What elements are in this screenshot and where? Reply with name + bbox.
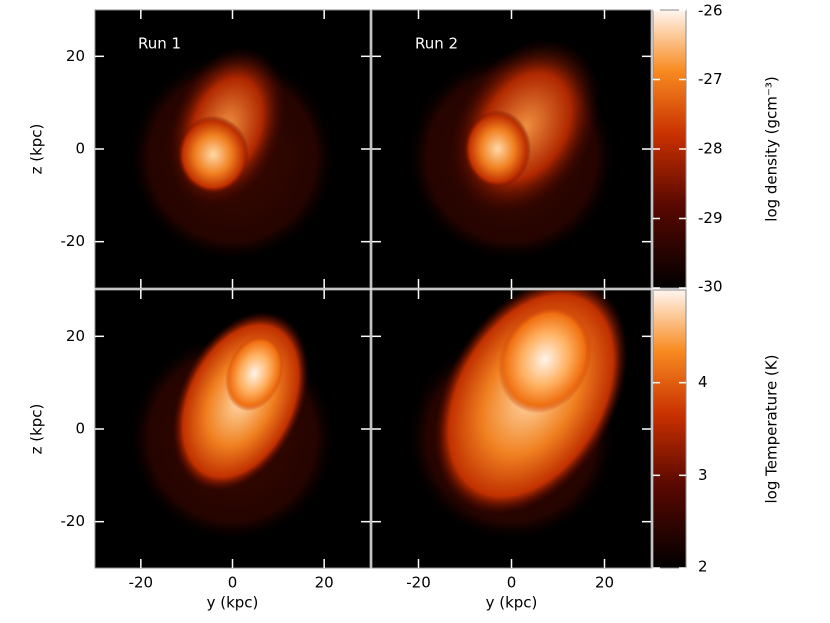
colorbar-tick-label: -30	[698, 278, 723, 296]
x-axis-label: y (kpc)	[207, 594, 259, 612]
gas-structure	[498, 305, 592, 414]
y-tick-label: 0	[75, 420, 85, 438]
y-tick-label: 0	[75, 140, 85, 158]
x-tick-label: 0	[228, 574, 238, 592]
gas-structure	[225, 335, 284, 412]
map	[372, 290, 651, 568]
y-tick-label: 20	[66, 47, 85, 65]
gas-structure	[177, 115, 249, 194]
run-label: Run 2	[415, 35, 458, 53]
y-tick-label: 20	[66, 327, 85, 345]
colorbar-tick-label: -26	[698, 2, 723, 20]
y-tick-label: -20	[61, 232, 86, 250]
map	[95, 290, 370, 568]
y-tick-label: -20	[61, 512, 86, 530]
colorbar-tick-label: -29	[698, 209, 723, 227]
gas-structure	[464, 110, 532, 188]
map	[95, 10, 370, 288]
map	[372, 10, 651, 288]
colorbar	[652, 289, 687, 569]
x-tick-label: 20	[315, 574, 334, 592]
colorbar-tick-label: -28	[698, 140, 723, 158]
x-tick-label: -20	[406, 574, 431, 592]
x-tick-label: 0	[507, 574, 517, 592]
x-tick-label: -20	[129, 574, 154, 592]
colorbar-tick-label: 4	[698, 373, 708, 391]
colorbar-label: log density (gcm⁻³)	[763, 76, 781, 221]
run-label: Run 1	[138, 35, 181, 53]
y-axis-label: z (kpc)	[28, 404, 46, 455]
colorbar-label: log Temperature (K)	[763, 355, 781, 504]
colorbar-tick-label: 2	[698, 558, 708, 576]
x-axis-label: y (kpc)	[486, 594, 538, 612]
colorbar-tick-label: 3	[698, 466, 708, 484]
x-tick-label: 20	[595, 574, 614, 592]
colorbar-tick-label: -27	[698, 70, 723, 88]
y-axis-label: z (kpc)	[28, 124, 46, 175]
